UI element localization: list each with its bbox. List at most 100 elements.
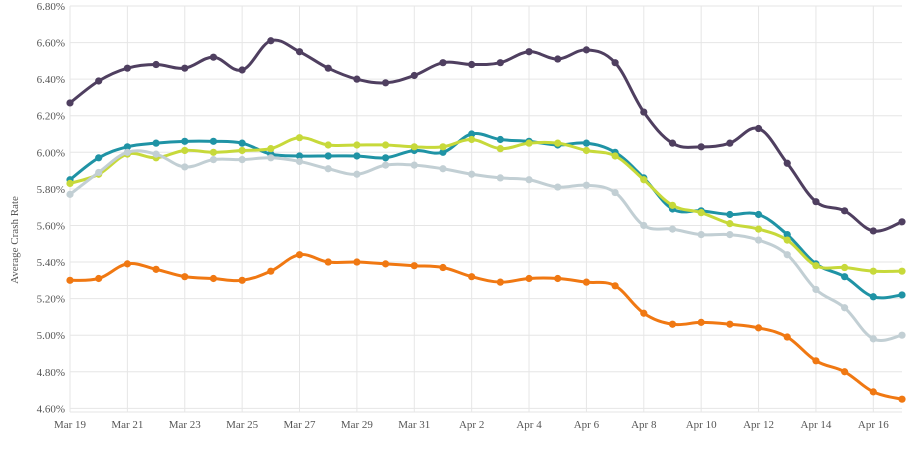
data-point[interactable] bbox=[181, 273, 189, 281]
data-point[interactable] bbox=[468, 60, 476, 69]
data-point[interactable] bbox=[841, 263, 849, 272]
data-point[interactable] bbox=[611, 152, 619, 160]
data-point[interactable] bbox=[439, 59, 447, 67]
data-point[interactable] bbox=[468, 273, 476, 281]
data-point[interactable] bbox=[582, 46, 591, 54]
data-point[interactable] bbox=[783, 231, 791, 239]
data-point[interactable] bbox=[554, 139, 562, 147]
data-point[interactable] bbox=[66, 99, 74, 107]
data-point[interactable] bbox=[439, 143, 447, 151]
data-point[interactable] bbox=[66, 276, 74, 284]
data-point[interactable] bbox=[238, 146, 246, 155]
data-point[interactable] bbox=[841, 207, 849, 215]
data-point[interactable] bbox=[410, 161, 418, 169]
data-point[interactable] bbox=[439, 263, 447, 272]
data-point[interactable] bbox=[439, 148, 447, 156]
data-point[interactable] bbox=[267, 267, 275, 275]
data-point[interactable] bbox=[66, 190, 74, 198]
data-point[interactable] bbox=[238, 139, 246, 147]
data-point[interactable] bbox=[898, 218, 906, 226]
data-point[interactable] bbox=[95, 77, 103, 85]
data-point[interactable] bbox=[209, 156, 218, 164]
data-point[interactable] bbox=[812, 285, 820, 294]
data-point[interactable] bbox=[640, 309, 648, 317]
data-point[interactable] bbox=[869, 293, 877, 301]
data-point[interactable] bbox=[267, 37, 275, 45]
data-point[interactable] bbox=[324, 141, 332, 149]
data-point[interactable] bbox=[353, 258, 361, 266]
data-point[interactable] bbox=[754, 124, 763, 133]
data-point[interactable] bbox=[324, 165, 332, 173]
data-point[interactable] bbox=[353, 170, 361, 178]
data-point[interactable] bbox=[525, 176, 533, 184]
data-point[interactable] bbox=[783, 159, 791, 167]
data-point[interactable] bbox=[525, 48, 533, 56]
data-point[interactable] bbox=[209, 148, 218, 156]
data-point[interactable] bbox=[582, 278, 591, 286]
data-point[interactable] bbox=[783, 236, 791, 244]
data-point[interactable] bbox=[468, 130, 476, 138]
data-point[interactable] bbox=[611, 188, 619, 197]
data-point[interactable] bbox=[726, 139, 734, 147]
data-point[interactable] bbox=[726, 220, 734, 228]
data-point[interactable] bbox=[496, 135, 504, 144]
data-point[interactable] bbox=[582, 181, 591, 189]
data-point[interactable] bbox=[525, 139, 533, 147]
data-point[interactable] bbox=[697, 143, 705, 151]
data-point[interactable] bbox=[181, 137, 189, 145]
data-point[interactable] bbox=[295, 152, 304, 160]
data-point[interactable] bbox=[726, 210, 734, 219]
data-point[interactable] bbox=[697, 209, 705, 217]
data-point[interactable] bbox=[410, 262, 418, 270]
data-point[interactable] bbox=[353, 75, 361, 83]
data-point[interactable] bbox=[783, 333, 791, 341]
data-point[interactable] bbox=[869, 388, 877, 396]
data-point[interactable] bbox=[726, 231, 734, 239]
data-point[interactable] bbox=[812, 357, 820, 365]
data-point[interactable] bbox=[324, 64, 332, 72]
data-point[interactable] bbox=[611, 282, 619, 290]
data-point[interactable] bbox=[898, 267, 906, 275]
data-point[interactable] bbox=[554, 183, 562, 191]
data-point[interactable] bbox=[754, 324, 763, 332]
data-point[interactable] bbox=[324, 258, 332, 266]
data-point[interactable] bbox=[381, 161, 390, 169]
data-point[interactable] bbox=[238, 66, 246, 74]
data-point[interactable] bbox=[697, 231, 705, 239]
data-point[interactable] bbox=[66, 179, 74, 187]
data-point[interactable] bbox=[152, 139, 160, 147]
data-point[interactable] bbox=[95, 154, 103, 162]
data-point[interactable] bbox=[841, 273, 849, 281]
data-point[interactable] bbox=[353, 152, 361, 160]
data-point[interactable] bbox=[611, 59, 619, 67]
data-point[interactable] bbox=[812, 198, 820, 206]
data-point[interactable] bbox=[295, 134, 304, 142]
data-point[interactable] bbox=[123, 148, 131, 156]
data-point[interactable] bbox=[898, 291, 906, 299]
data-point[interactable] bbox=[668, 320, 677, 328]
data-point[interactable] bbox=[238, 156, 246, 164]
data-point[interactable] bbox=[152, 60, 160, 69]
data-point[interactable] bbox=[554, 274, 562, 283]
data-point[interactable] bbox=[381, 79, 390, 87]
data-point[interactable] bbox=[754, 236, 763, 244]
data-point[interactable] bbox=[324, 152, 332, 160]
data-point[interactable] bbox=[869, 267, 877, 275]
data-point[interactable] bbox=[295, 251, 304, 259]
data-point[interactable] bbox=[181, 64, 189, 72]
data-point[interactable] bbox=[582, 139, 591, 147]
data-point[interactable] bbox=[496, 174, 504, 182]
data-point[interactable] bbox=[525, 274, 533, 283]
data-point[interactable] bbox=[496, 278, 504, 286]
data-point[interactable] bbox=[410, 71, 418, 80]
data-point[interactable] bbox=[754, 225, 763, 233]
data-point[interactable] bbox=[754, 210, 763, 219]
data-point[interactable] bbox=[640, 176, 648, 184]
data-point[interactable] bbox=[381, 141, 390, 149]
data-point[interactable] bbox=[152, 150, 160, 158]
data-point[interactable] bbox=[554, 55, 562, 63]
data-point[interactable] bbox=[726, 320, 734, 328]
data-point[interactable] bbox=[209, 274, 218, 283]
data-point[interactable] bbox=[841, 368, 849, 376]
data-point[interactable] bbox=[123, 64, 131, 72]
